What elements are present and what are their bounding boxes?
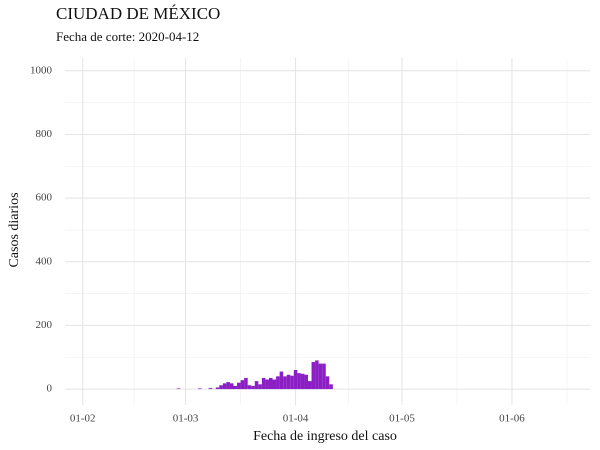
bar — [315, 360, 319, 390]
bar — [208, 388, 213, 390]
chart-title: CIUDAD DE MÉXICO — [56, 4, 220, 23]
x-tick-label: 01-06 — [499, 413, 525, 425]
bar — [258, 384, 262, 390]
y-tick-label: 400 — [36, 255, 53, 267]
bar — [276, 376, 280, 390]
x-tick-label: 01-02 — [70, 413, 96, 425]
y-tick-label: 800 — [36, 128, 53, 140]
bar — [229, 383, 234, 390]
y-tick-label: 1000 — [30, 64, 53, 76]
bar — [286, 374, 291, 390]
bar — [251, 385, 255, 390]
bar — [265, 379, 269, 390]
bar — [297, 373, 301, 390]
x-axis-label: Fecha de ingreso del caso — [253, 429, 397, 444]
bar — [325, 376, 330, 390]
bar — [219, 385, 223, 390]
bar — [300, 373, 305, 390]
bar — [304, 374, 308, 390]
bar — [307, 381, 312, 390]
y-axis-label: Casos diarios — [7, 192, 22, 267]
y-tick-label: 200 — [36, 319, 53, 331]
bar — [318, 363, 323, 390]
bar — [233, 385, 238, 390]
bar — [237, 382, 241, 390]
bar — [322, 363, 326, 390]
bar — [293, 369, 298, 390]
bar — [198, 388, 202, 390]
bar — [222, 383, 227, 390]
bar — [283, 376, 287, 390]
bar — [226, 382, 230, 390]
bar — [279, 371, 284, 390]
bar — [272, 379, 277, 390]
bar — [176, 388, 181, 390]
x-tick-label: 01-04 — [283, 413, 309, 425]
bar — [261, 377, 266, 390]
chart-subtitle: Fecha de corte: 2020-04-12 — [56, 29, 199, 44]
bar — [244, 377, 248, 390]
bar — [290, 375, 294, 390]
x-tick-label: 01-03 — [173, 413, 199, 425]
x-tick-label: 01-05 — [389, 413, 415, 425]
bar — [268, 377, 273, 390]
bar — [247, 385, 252, 390]
bar — [215, 387, 220, 390]
bar — [240, 380, 245, 390]
y-tick-label: 0 — [47, 383, 53, 395]
y-tick-label: 600 — [36, 192, 53, 204]
bar — [329, 384, 333, 390]
bar — [311, 362, 316, 390]
bar — [254, 381, 259, 390]
